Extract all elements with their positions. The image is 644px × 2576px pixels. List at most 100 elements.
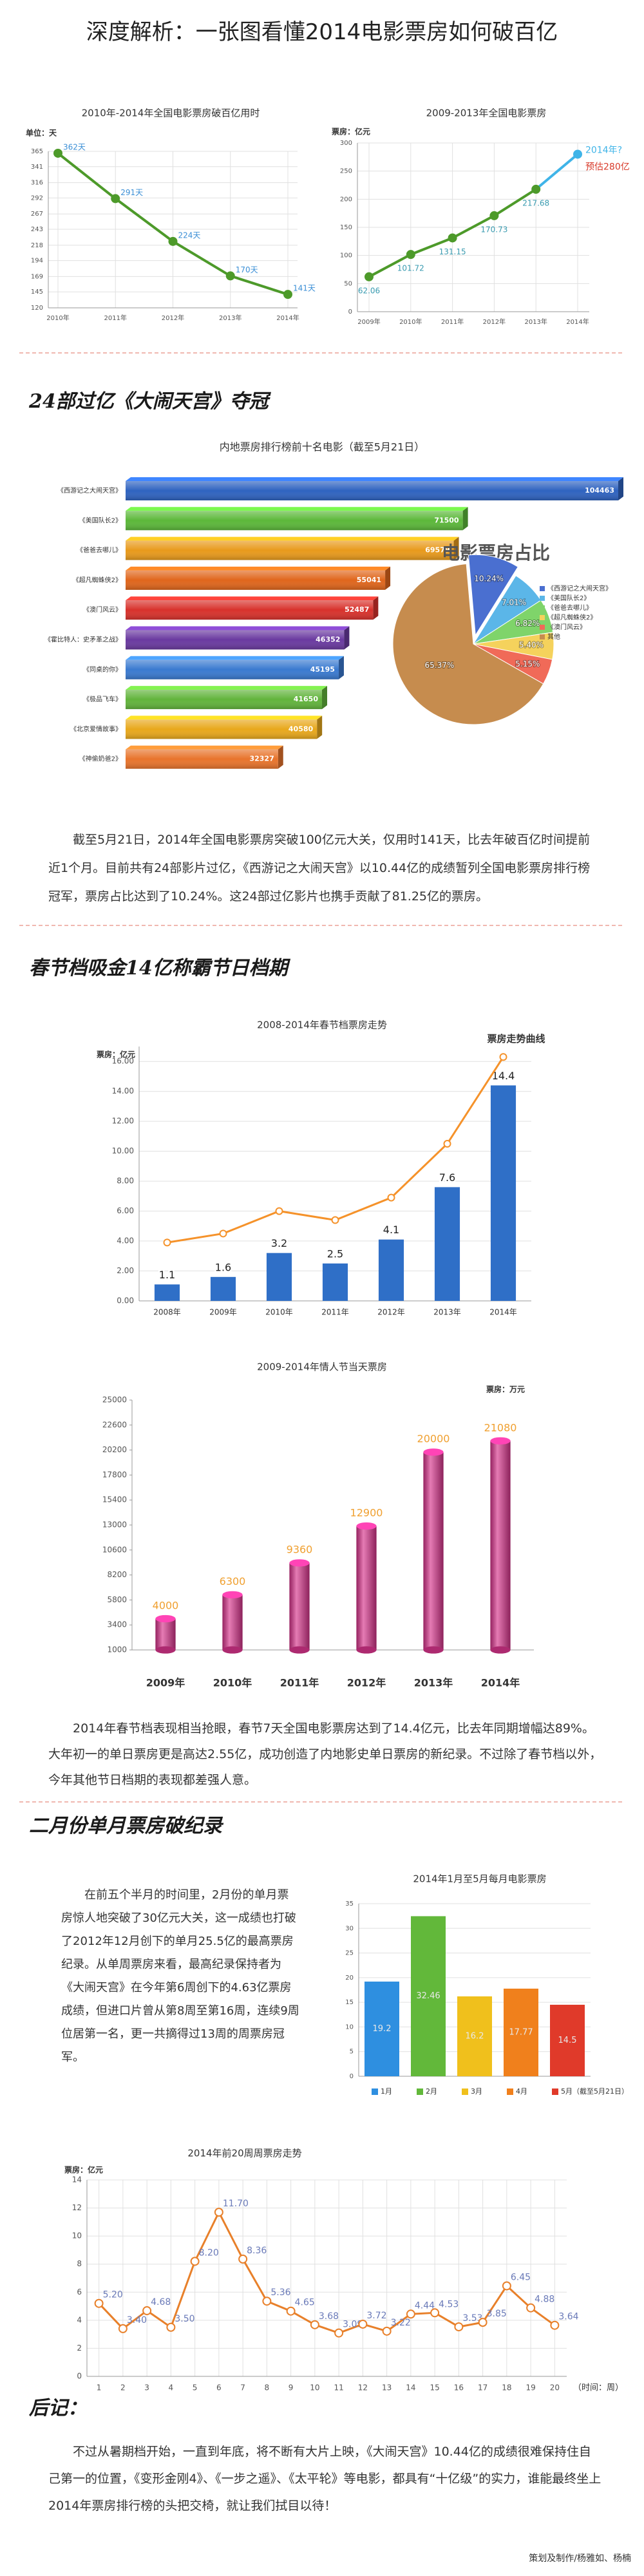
x-tick-label: 5	[193, 2383, 198, 2392]
data-label: 5.20	[103, 2290, 123, 2300]
axis-unit: 单位：天	[26, 128, 57, 138]
trend-point	[219, 1229, 227, 1238]
data-point	[550, 2320, 560, 2330]
bar-shade	[289, 1562, 310, 1650]
x-tick-label: 10	[310, 2383, 319, 2392]
y-tick-label: 13000	[102, 1520, 127, 1530]
data-point	[454, 2322, 464, 2332]
data-label: 45195	[310, 665, 335, 674]
x-tick-label: 4	[169, 2383, 174, 2392]
x-tick-label: 2014年	[481, 1677, 520, 1689]
data-label: 8.36	[247, 2246, 267, 2256]
bar	[210, 1276, 236, 1301]
data-label: 3.2	[271, 1237, 287, 1249]
y-tick-label: 10	[345, 2023, 354, 2031]
section-heading: 24部过亿《大闹天宫》夺冠	[29, 390, 269, 413]
x-tick-label: 2011年	[321, 1308, 349, 1317]
chart-title: 2008-2014年春节档票房走势	[257, 1019, 387, 1031]
bar	[322, 1263, 348, 1301]
data-label: 9360	[287, 1544, 313, 1556]
y-tick-label: 3400	[107, 1620, 127, 1629]
x-tick-label: 18	[502, 2383, 511, 2392]
data-label: 4.1	[383, 1224, 399, 1236]
data-label: 3.72	[366, 2311, 386, 2321]
bar	[457, 1996, 492, 2076]
data-label: 3.40	[127, 2315, 147, 2325]
data-label: 14.5	[558, 2036, 577, 2045]
data-label: 52487	[345, 605, 369, 614]
x-tick-label: 7	[240, 2383, 245, 2392]
legend-swatch	[417, 2088, 423, 2095]
data-point	[238, 2254, 248, 2264]
bar-cap	[490, 1437, 511, 1444]
data-label: 4000	[153, 1599, 179, 1611]
bar-side-face	[385, 566, 391, 590]
data-label: 32327	[249, 755, 274, 763]
y-tick-label: 《同桌的你》	[83, 665, 122, 674]
data-label: 预估280亿	[585, 162, 630, 172]
y-tick-label: 300	[340, 140, 352, 147]
data-point	[94, 2298, 104, 2308]
data-point	[168, 236, 178, 246]
legend-label: 票房走势曲线	[487, 1033, 545, 1045]
bar-shine	[126, 749, 278, 769]
data-label: 3.50	[175, 2314, 194, 2324]
data-point	[262, 2297, 272, 2306]
y-tick-label: 22600	[102, 1420, 127, 1429]
x-tick-label: 2013年	[433, 1308, 461, 1317]
y-tick-label: 17800	[102, 1470, 127, 1479]
x-tick-label: 2008年	[153, 1308, 181, 1317]
data-label: 4.65	[295, 2298, 315, 2308]
bar-shade	[490, 1441, 511, 1650]
data-label: 46352	[316, 636, 340, 644]
data-point	[526, 2303, 536, 2313]
y-tick-label: 8.00	[117, 1177, 134, 1186]
y-tick-label: 10.00	[112, 1146, 134, 1155]
legend-swatch	[507, 2088, 513, 2095]
y-tick-label: 《北京爱情故事》	[70, 724, 122, 733]
data-point	[310, 2320, 319, 2329]
data-label: 2.5	[327, 1247, 343, 1260]
y-tick-label: 267	[31, 211, 43, 218]
data-label: 20000	[417, 1433, 450, 1445]
bar-side-face	[322, 686, 328, 710]
data-label: 3.53	[462, 2313, 482, 2324]
x-tick-label: 2012年	[377, 1308, 405, 1317]
bar-cap	[155, 1615, 176, 1623]
data-label: 10.24%	[474, 574, 504, 583]
data-label: 131.15	[439, 247, 466, 256]
legend-swatch	[540, 586, 545, 591]
data-label: 71500	[434, 516, 459, 524]
x-tick-label: 2	[120, 2383, 126, 2392]
y-tick-label: 250	[340, 168, 352, 175]
bar-side-face	[344, 626, 350, 650]
x-tick-label: 2011年	[441, 317, 464, 326]
bar	[154, 1284, 180, 1301]
chart-title: 内地票房排行榜前十名电影（截至5月21日）	[220, 441, 425, 453]
chart-title: 2009-2014年情人节当天票房	[257, 1361, 387, 1373]
bar	[266, 1253, 292, 1301]
data-label: 19.2	[373, 2024, 392, 2034]
legend-swatch	[372, 2088, 378, 2095]
y-tick-label: 14	[72, 2175, 82, 2184]
section-heading: 二月份单月票房破纪录	[29, 1815, 222, 1837]
data-label: 101.72	[397, 264, 424, 273]
bar-cap	[356, 1522, 377, 1530]
bar-top-face	[126, 566, 391, 571]
x-tick-label: 2012年	[347, 1677, 386, 1689]
data-point	[430, 2308, 440, 2318]
data-point	[225, 271, 235, 281]
bar	[434, 1187, 460, 1301]
bar-top-face	[126, 596, 379, 601]
legend-label: 4月	[516, 2087, 527, 2096]
y-tick-label: 5	[350, 2049, 354, 2056]
y-tick-label: 10600	[102, 1545, 127, 1554]
y-tick-label: 100	[340, 252, 352, 260]
y-tick-label: 《澳门风云》	[83, 605, 122, 614]
data-label: 291天	[120, 188, 143, 197]
data-label: 69579	[425, 546, 450, 554]
data-label: 62.06	[358, 286, 380, 295]
y-tick-label: 243	[31, 226, 43, 233]
x-tick-label: 16	[454, 2383, 464, 2392]
y-tick-label: 145	[31, 289, 43, 296]
